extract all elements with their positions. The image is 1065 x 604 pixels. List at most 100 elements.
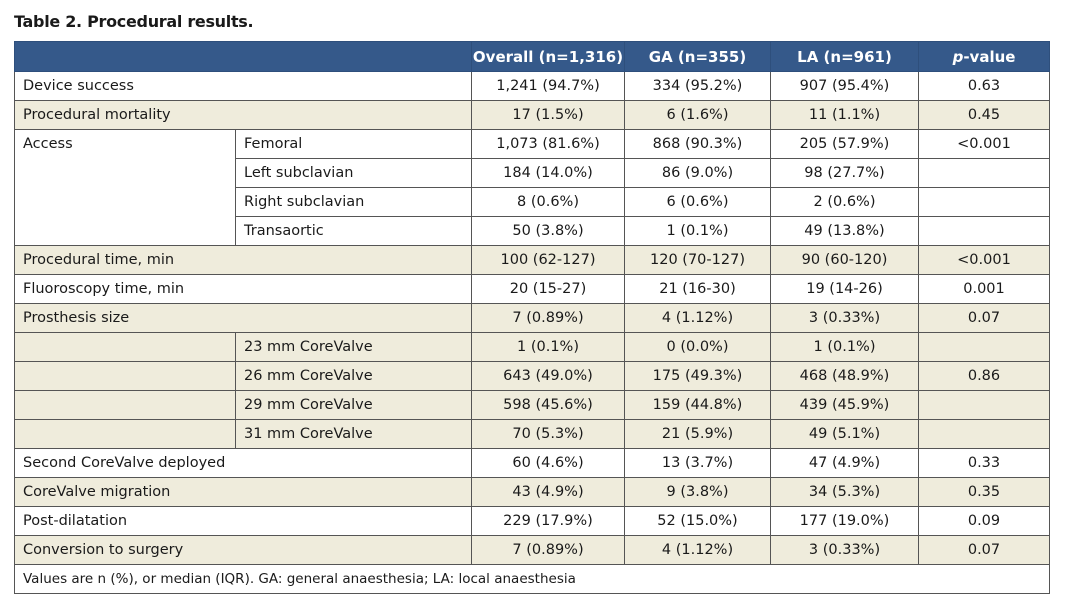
cell-la: 177 (19.0%) [770,506,919,536]
table-row: Second CoreValve deployed 60 (4.6%) 13 (… [14,448,1050,478]
cell-pvalue: 0.09 [918,506,1050,536]
row-label: CoreValve migration [14,477,472,507]
cell-pvalue: 0.07 [918,303,1050,333]
cell-pvalue: 0.07 [918,535,1050,565]
cell-pvalue: 0.63 [918,71,1050,101]
cell-ga: 0 (0.0%) [624,332,771,362]
table-row: Left subclavian 184 (14.0%) 86 (9.0%) 98… [14,158,1050,188]
cell-overall: 7 (0.89%) [471,535,625,565]
cell-ga: 86 (9.0%) [624,158,771,188]
cell-pvalue: 0.35 [918,477,1050,507]
cell-la: 49 (13.8%) [770,216,919,246]
footnote-row: Values are n (%), or median (IQR). GA: g… [14,564,1050,594]
row-label: Procedural mortality [14,100,472,130]
table-row: Access Femoral 1,073 (81.6%) 868 (90.3%)… [14,129,1050,159]
cell-overall: 598 (45.6%) [471,390,625,420]
header-pvalue-italic: p [952,47,964,66]
cell-ga: 6 (0.6%) [624,187,771,217]
cell-la: 47 (4.9%) [770,448,919,478]
row-group-spacer [14,187,236,217]
cell-ga: 52 (15.0%) [624,506,771,536]
cell-pvalue: 0.45 [918,100,1050,130]
row-group-label: Access [14,129,236,159]
row-group-spacer [14,390,236,420]
table-footnote: Values are n (%), or median (IQR). GA: g… [14,564,1050,594]
cell-ga: 334 (95.2%) [624,71,771,101]
row-sublabel: 29 mm CoreValve [235,390,472,420]
cell-la: 3 (0.33%) [770,535,919,565]
table-row: Fluoroscopy time, min 20 (15-27) 21 (16-… [14,274,1050,304]
cell-overall: 184 (14.0%) [471,158,625,188]
cell-overall: 1 (0.1%) [471,332,625,362]
row-sublabel: Transaortic [235,216,472,246]
table-row: Right subclavian 8 (0.6%) 6 (0.6%) 2 (0.… [14,187,1050,217]
cell-ga: 159 (44.8%) [624,390,771,420]
cell-overall: 17 (1.5%) [471,100,625,130]
row-sublabel: Femoral [235,129,472,159]
cell-overall: 100 (62-127) [471,245,625,275]
row-group-spacer [14,216,236,246]
row-label: Procedural time, min [14,245,472,275]
table-row: Device success 1,241 (94.7%) 334 (95.2%)… [14,71,1050,101]
table-row: 23 mm CoreValve 1 (0.1%) 0 (0.0%) 1 (0.1… [14,332,1050,362]
row-group-spacer [14,332,236,362]
cell-pvalue [918,390,1050,420]
cell-pvalue: 0.86 [918,361,1050,391]
row-label: Fluoroscopy time, min [14,274,472,304]
cell-la: 49 (5.1%) [770,419,919,449]
header-overall: Overall (n=1,316) [471,41,625,72]
cell-la: 90 (60-120) [770,245,919,275]
row-sublabel: Left subclavian [235,158,472,188]
cell-la: 1 (0.1%) [770,332,919,362]
cell-ga: 13 (3.7%) [624,448,771,478]
cell-ga: 6 (1.6%) [624,100,771,130]
cell-ga: 21 (5.9%) [624,419,771,449]
row-group-spacer [14,361,236,391]
cell-pvalue [918,419,1050,449]
table-row: Transaortic 50 (3.8%) 1 (0.1%) 49 (13.8%… [14,216,1050,246]
row-sublabel: 31 mm CoreValve [235,419,472,449]
cell-la: 19 (14-26) [770,274,919,304]
row-group-spacer [14,419,236,449]
cell-pvalue [918,216,1050,246]
header-label [14,41,472,72]
cell-ga: 9 (3.8%) [624,477,771,507]
table-row: Procedural mortality 17 (1.5%) 6 (1.6%) … [14,100,1050,130]
cell-overall: 229 (17.9%) [471,506,625,536]
cell-overall: 43 (4.9%) [471,477,625,507]
header-pvalue: p-value [918,41,1050,72]
row-sublabel: 26 mm CoreValve [235,361,472,391]
row-label: Post-dilatation [14,506,472,536]
table-row: 29 mm CoreValve 598 (45.6%) 159 (44.8%) … [14,390,1050,420]
cell-la: 205 (57.9%) [770,129,919,159]
cell-ga: 4 (1.12%) [624,535,771,565]
table-row: Procedural time, min 100 (62-127) 120 (7… [14,245,1050,275]
table-caption: Table 2. Procedural results. [14,12,254,31]
table-row: 31 mm CoreValve 70 (5.3%) 21 (5.9%) 49 (… [14,419,1050,449]
cell-overall: 8 (0.6%) [471,187,625,217]
cell-ga: 120 (70-127) [624,245,771,275]
cell-overall: 1,073 (81.6%) [471,129,625,159]
table-row: Prosthesis size 7 (0.89%) 4 (1.12%) 3 (0… [14,303,1050,333]
header-pvalue-rest: -value [963,47,1016,66]
cell-overall: 70 (5.3%) [471,419,625,449]
table-row: Conversion to surgery 7 (0.89%) 4 (1.12%… [14,535,1050,565]
cell-pvalue [918,332,1050,362]
row-label: Device success [14,71,472,101]
cell-la: 439 (45.9%) [770,390,919,420]
cell-ga: 868 (90.3%) [624,129,771,159]
cell-la: 34 (5.3%) [770,477,919,507]
cell-ga: 4 (1.12%) [624,303,771,333]
header-la: LA (n=961) [770,41,919,72]
cell-ga: 1 (0.1%) [624,216,771,246]
cell-pvalue [918,187,1050,217]
cell-ga: 175 (49.3%) [624,361,771,391]
cell-overall: 50 (3.8%) [471,216,625,246]
cell-overall: 643 (49.0%) [471,361,625,391]
procedural-results-table: Overall (n=1,316) GA (n=355) LA (n=961) … [14,41,1050,594]
row-sublabel: Right subclavian [235,187,472,217]
cell-la: 3 (0.33%) [770,303,919,333]
table-row: 26 mm CoreValve 643 (49.0%) 175 (49.3%) … [14,361,1050,391]
cell-la: 2 (0.6%) [770,187,919,217]
cell-la: 907 (95.4%) [770,71,919,101]
